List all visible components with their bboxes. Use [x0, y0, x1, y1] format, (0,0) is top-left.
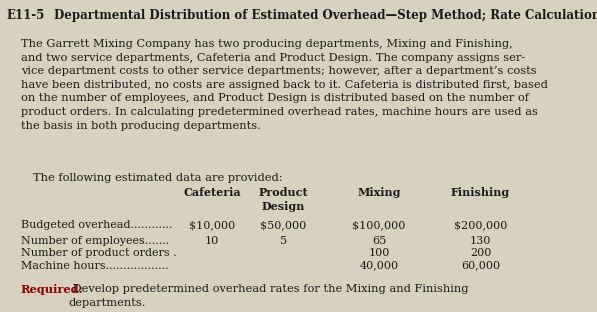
Text: Departmental Distribution of Estimated Overhead—Step Method; Rate Calculation.: Departmental Distribution of Estimated O… [54, 9, 597, 22]
Text: 60,000: 60,000 [461, 261, 500, 271]
Text: 5: 5 [280, 236, 287, 246]
Text: 200: 200 [470, 248, 491, 258]
Text: Machine hours..................: Machine hours.................. [21, 261, 168, 271]
Text: 130: 130 [470, 236, 491, 246]
Text: Mixing: Mixing [358, 187, 401, 198]
Text: 10: 10 [205, 236, 219, 246]
Text: Number of product orders .: Number of product orders . [21, 248, 177, 258]
Text: Cafeteria: Cafeteria [183, 187, 241, 198]
Text: The following estimated data are provided:: The following estimated data are provide… [33, 173, 282, 183]
Text: $100,000: $100,000 [352, 220, 406, 230]
Text: Required:: Required: [21, 284, 84, 295]
Text: $50,000: $50,000 [260, 220, 307, 230]
Text: Product
Design: Product Design [259, 187, 309, 212]
Text: E11-5: E11-5 [6, 9, 44, 22]
Text: 65: 65 [372, 236, 386, 246]
Text: 100: 100 [368, 248, 390, 258]
Text: Develop predetermined overhead rates for the Mixing and Finishing
departments.: Develop predetermined overhead rates for… [69, 284, 468, 308]
Text: Finishing: Finishing [451, 187, 510, 198]
Text: $200,000: $200,000 [454, 220, 507, 230]
Text: The Garrett Mixing Company has two producing departments, Mixing and Finishing,
: The Garrett Mixing Company has two produ… [21, 39, 548, 131]
Text: Number of employees.......: Number of employees....... [21, 236, 169, 246]
Text: Budgeted overhead............: Budgeted overhead............ [21, 220, 173, 230]
Text: $10,000: $10,000 [189, 220, 235, 230]
Text: 40,000: 40,000 [359, 261, 399, 271]
